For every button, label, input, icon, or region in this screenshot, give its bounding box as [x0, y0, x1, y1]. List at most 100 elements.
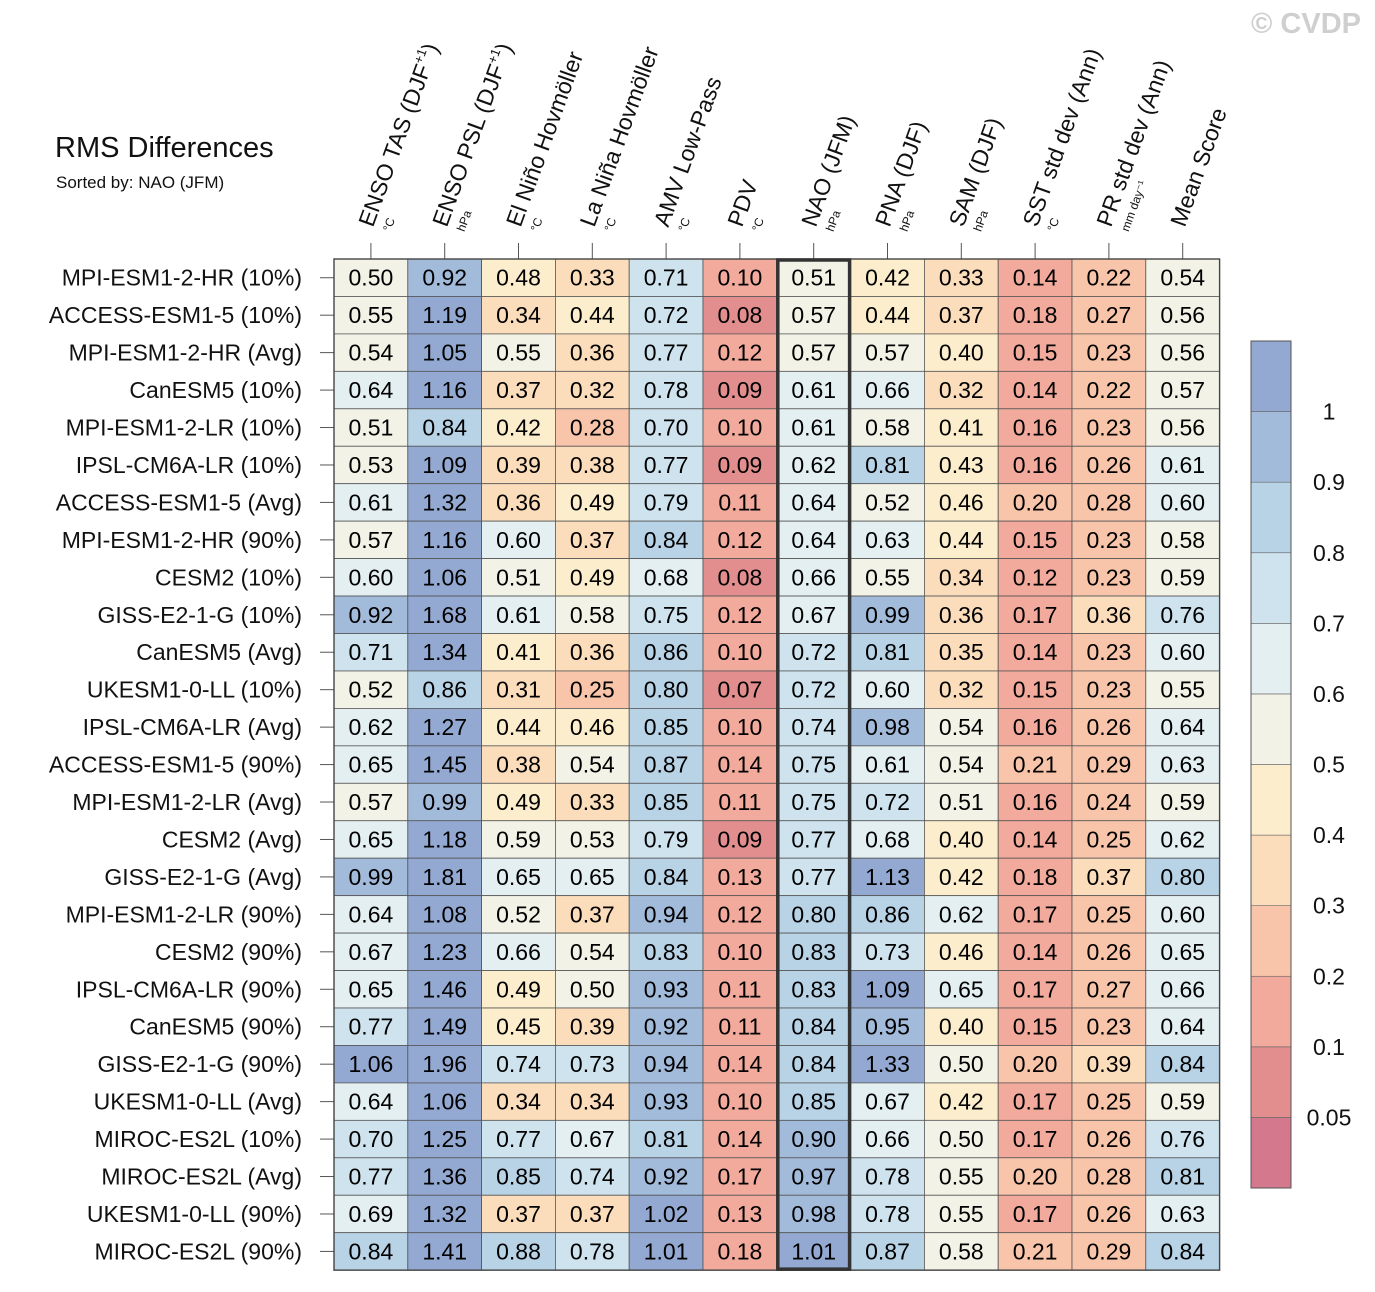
- cell-value-label: 1.18: [422, 826, 467, 852]
- heatmap-cell: [555, 445, 630, 485]
- heatmap-cell: [1071, 670, 1147, 709]
- cell-value-label: 0.90: [791, 1126, 836, 1152]
- cell-value-label: 0.85: [644, 789, 689, 815]
- cell-value-label: 1.13: [865, 864, 910, 890]
- colorbar-swatch: [1250, 1117, 1292, 1189]
- cell-value-label: 0.77: [791, 826, 836, 852]
- column-unit: hPa: [897, 208, 918, 233]
- cell-value-label: 0.57: [349, 527, 394, 553]
- cell-value-label: 0.42: [496, 415, 541, 441]
- cell-value-label: 0.26: [1087, 714, 1132, 740]
- heatmap-cell: [997, 1007, 1073, 1046]
- cell-value-label: 0.18: [1013, 864, 1058, 890]
- cell-value-label: 0.42: [939, 1089, 984, 1115]
- heatmap-cell: [776, 1157, 851, 1196]
- colorbar-swatch: [1250, 905, 1292, 977]
- heatmap-cells: 0.50 0.92 0.48 0.33 0.71 0.10 0.51 0.42 0.33 0.14…: [333, 258, 1221, 1271]
- row-label: IPSL-CM6A-LR (Avg): [83, 714, 302, 740]
- cell-value-label: 0.61: [791, 377, 836, 403]
- row-label: MPI-ESM1-2-LR (90%): [66, 901, 302, 927]
- cell-value-label: 1.45: [422, 752, 467, 778]
- row-label: IPSL-CM6A-LR (90%): [76, 976, 302, 1002]
- cell-value-label: 1.06: [422, 1089, 467, 1115]
- column-unit: °C: [528, 216, 546, 234]
- cell-value-label: 0.46: [939, 489, 984, 515]
- cell-value-label: 0.37: [570, 527, 615, 553]
- cell-value-label: 1.36: [422, 1164, 467, 1190]
- cell-value-label: 0.62: [1160, 826, 1205, 852]
- heatmap-cell: [924, 857, 999, 897]
- heatmap-cell: [702, 895, 778, 934]
- cell-value-label: 0.21: [1013, 752, 1058, 778]
- cell-value-label: 0.26: [1087, 1126, 1132, 1152]
- cell-value-label: 0.27: [1087, 302, 1132, 328]
- cell-value-label: 1.08: [422, 901, 467, 927]
- heatmap-cell: [1145, 520, 1221, 560]
- cell-value-label: 0.50: [349, 265, 394, 291]
- heatmap-cell: [776, 857, 851, 897]
- cell-value-label: 0.14: [1013, 265, 1058, 291]
- cell-value-label: 0.84: [422, 415, 467, 441]
- cell-value-label: 0.10: [718, 714, 763, 740]
- heatmap-cell: [702, 633, 778, 672]
- cell-value-label: 0.12: [718, 602, 763, 628]
- heatmap-cell: [1071, 932, 1147, 971]
- heatmap-cell: [628, 1194, 704, 1234]
- cell-value-label: 0.74: [570, 1164, 615, 1190]
- heatmap-cell: [702, 670, 778, 709]
- cell-value-label: 0.54: [570, 939, 615, 965]
- cell-value-label: 0.32: [570, 377, 615, 403]
- heatmap-cell: [333, 857, 409, 897]
- cell-value-label: 0.37: [570, 1201, 615, 1227]
- heatmap-cell: [997, 708, 1073, 747]
- cell-value-label: 0.70: [644, 415, 689, 441]
- heatmap-cell: [555, 745, 630, 784]
- cell-value-label: 0.59: [1160, 789, 1205, 815]
- heatmap-cell: [1071, 1045, 1147, 1084]
- cell-value-label: 0.13: [718, 1201, 763, 1227]
- cell-value-label: 0.12: [718, 527, 763, 553]
- row-label: CanESM5 (Avg): [136, 639, 302, 665]
- cell-value-label: 0.86: [422, 677, 467, 703]
- cell-value-label: 0.87: [644, 752, 689, 778]
- heatmap-cell: [333, 1045, 409, 1084]
- heatmap-cell: [555, 1157, 630, 1196]
- heatmap-cell: [407, 745, 482, 784]
- cell-value-label: 0.61: [1160, 452, 1205, 478]
- cell-value-label: 0.43: [939, 452, 984, 478]
- cell-value-label: 0.81: [865, 639, 910, 665]
- heatmap-cell: [1145, 633, 1221, 672]
- cell-value-label: 0.78: [570, 1238, 615, 1264]
- heatmap-cell: [1071, 1007, 1147, 1046]
- cell-value-label: 0.65: [496, 864, 541, 890]
- column-superscript: +1: [484, 46, 503, 65]
- row-label: ACCESS-ESM1-5 (90%): [49, 752, 302, 778]
- cell-value-label: 0.48: [496, 265, 541, 291]
- colorbar-legend: 0.05 0.1 0.2 0.3 0.4 0.5 0.6 0.7 0.8 0.9 1: [1250, 340, 1351, 1189]
- heatmap-cell: [850, 520, 925, 560]
- cell-value-label: 0.64: [791, 489, 836, 515]
- cell-value-label: 0.80: [644, 677, 689, 703]
- cell-value-label: 0.26: [1087, 452, 1132, 478]
- cell-value-label: 0.57: [791, 302, 836, 328]
- cell-value-label: 0.34: [496, 302, 541, 328]
- cell-value-label: 0.76: [1160, 1126, 1205, 1152]
- heatmap-cell: [997, 296, 1073, 335]
- heatmap-cell: [924, 1007, 999, 1046]
- cell-value-label: 0.10: [718, 939, 763, 965]
- cell-value-label: 0.84: [791, 1051, 836, 1077]
- cell-value-label: 0.24: [1087, 789, 1132, 815]
- column-name: Mean Score: [1165, 104, 1232, 229]
- cell-value-label: 0.75: [791, 752, 836, 778]
- heatmap-cell: [407, 520, 482, 560]
- heatmap-cell: [924, 1119, 999, 1159]
- heatmap-cell: [702, 558, 778, 597]
- heatmap-cell: [924, 296, 999, 335]
- column-name: SST std dev (Ann): [1017, 45, 1106, 230]
- cell-value-label: 0.54: [939, 714, 984, 740]
- cell-value-label: 0.61: [349, 489, 394, 515]
- cell-value-label: 0.75: [791, 789, 836, 815]
- colorbar-swatch: [1250, 411, 1292, 483]
- cell-value-label: 0.11: [718, 976, 761, 1002]
- heatmap-cell: [407, 932, 482, 971]
